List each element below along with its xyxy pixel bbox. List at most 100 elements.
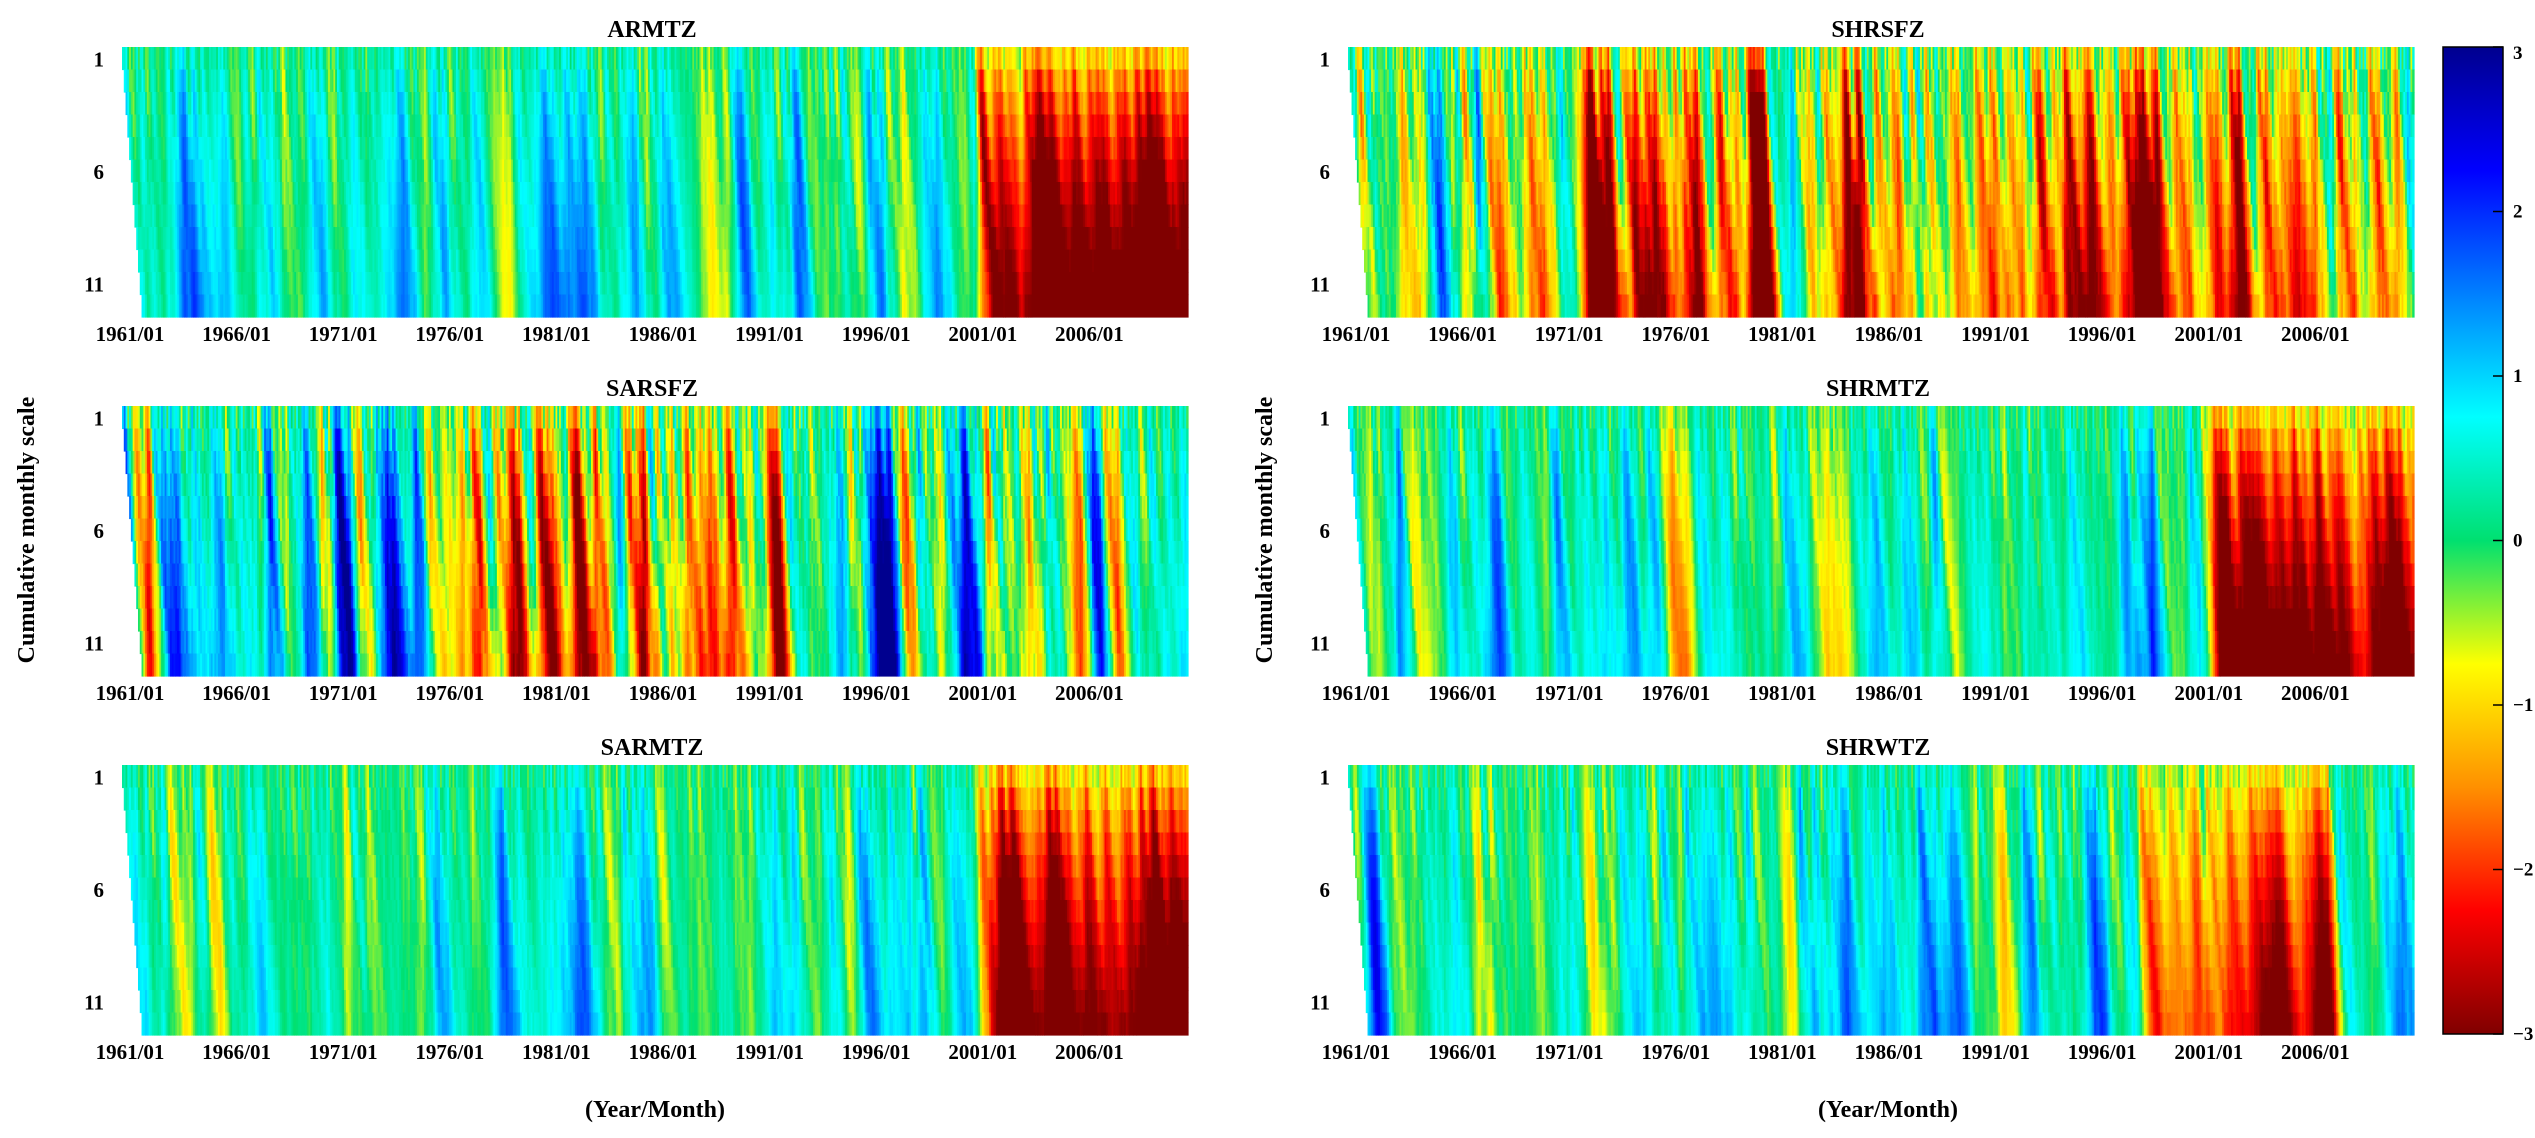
heatmap-cell [658, 69, 661, 93]
heatmap-cell [782, 47, 786, 71]
heatmap-cell [397, 92, 400, 116]
heatmap-cell [1076, 47, 1079, 71]
heatmap-cell [491, 92, 494, 116]
heatmap-cell [608, 114, 612, 138]
heatmap-cell [809, 69, 812, 93]
heatmap-cell [779, 92, 782, 116]
heatmap-cell [210, 47, 214, 71]
heatmap-cell [473, 69, 477, 93]
heatmap-cell [303, 114, 306, 138]
heatmap-cell [532, 47, 535, 71]
heatmap-cell [1141, 47, 1145, 71]
heatmap-cell [1003, 92, 1006, 116]
heatmap-cell [1074, 47, 1077, 71]
heatmap-cell [564, 114, 567, 138]
heatmap-cell [463, 69, 466, 93]
heatmap-cell [935, 92, 939, 116]
heatmap-cell [1108, 69, 1111, 93]
heatmap-cell [811, 69, 814, 93]
heatmap-cell [640, 69, 644, 93]
heatmap-cell [235, 92, 239, 116]
heatmap-cell [377, 69, 381, 93]
heatmap-cell [287, 69, 290, 93]
heatmap-cell [932, 47, 935, 71]
heatmap-cell [242, 47, 246, 71]
heatmap-cell [873, 92, 876, 116]
heatmap-cell [1095, 92, 1098, 116]
heatmap-cell [820, 69, 823, 93]
heatmap-cell [1095, 204, 1111, 228]
heatmap-cell [619, 47, 622, 71]
heatmap-cell [527, 47, 530, 71]
heatmap-cell [583, 92, 587, 116]
heatmap-cell [745, 114, 748, 138]
heatmap-cell [662, 47, 665, 71]
heatmap-cell [623, 47, 626, 71]
heatmap-cell [1140, 69, 1143, 93]
heatmap-cell [1150, 92, 1154, 116]
heatmap-cell [344, 114, 347, 138]
heatmap-cell [1143, 92, 1146, 116]
heatmap-cell [758, 92, 761, 116]
heatmap-cell [500, 69, 503, 93]
heatmap-cell [368, 47, 372, 71]
heatmap-cell [823, 69, 827, 93]
heatmap-cell [1102, 47, 1106, 71]
heatmap-cell [251, 92, 255, 116]
heatmap-cell [258, 92, 262, 116]
heatmap-cell [548, 69, 551, 93]
heatmap-cell [551, 69, 555, 93]
heatmap-cell [363, 47, 367, 71]
heatmap-cell [209, 92, 212, 116]
heatmap-cell [836, 69, 839, 93]
heatmap-cell [624, 92, 628, 116]
heatmap-cell [159, 69, 162, 93]
heatmap-cell [470, 47, 473, 71]
heatmap-cell [1045, 92, 1049, 116]
heatmap-cell [980, 47, 983, 71]
heatmap-cell [779, 47, 782, 71]
heatmap-cell [248, 114, 251, 138]
heatmap-cell [235, 47, 239, 71]
heatmap-cell [575, 114, 578, 138]
heatmap-cell [679, 69, 683, 93]
heatmap-cell [395, 114, 398, 138]
heatmap-cell [1163, 47, 1166, 71]
heatmap-cell [491, 69, 494, 93]
heatmap-cell [1051, 47, 1054, 71]
heatmap-cell [1186, 92, 1189, 116]
heatmap-cell [493, 204, 498, 228]
heatmap-cell [1074, 92, 1077, 116]
heatmap-cell [1040, 92, 1043, 116]
heatmap-cell [1177, 47, 1180, 71]
heatmap-cell [686, 47, 690, 71]
heatmap-cell [1113, 47, 1116, 71]
heatmap-cell [1052, 92, 1056, 116]
heatmap-cell [265, 47, 269, 71]
heatmap-cell [347, 114, 351, 138]
heatmap-cell [1026, 92, 1029, 116]
heatmap-cell [489, 114, 493, 138]
heatmap-cell [1042, 92, 1045, 116]
heatmap-cell [447, 92, 450, 116]
heatmap-cell [457, 47, 461, 71]
heatmap-cell [985, 92, 988, 116]
heatmap-cell [388, 92, 391, 116]
heatmap-cell [740, 47, 743, 71]
heatmap-cell [1005, 47, 1008, 71]
heatmap-cell [807, 69, 811, 93]
heatmap-cell [1134, 204, 1170, 228]
heatmap-cell [372, 204, 377, 228]
heatmap-cell [1022, 47, 1026, 71]
heatmap-cell [456, 92, 459, 116]
heatmap-cell [281, 114, 285, 138]
heatmap-cell [686, 92, 690, 116]
heatmap-cell [1180, 69, 1184, 93]
heatmap-cell [1152, 69, 1155, 93]
heatmap-cell [990, 69, 994, 93]
heatmap-cell [1072, 69, 1075, 93]
heatmap-cell [480, 69, 484, 93]
heatmap-cell [409, 114, 413, 138]
heatmap-cell [1060, 69, 1063, 93]
heatmap-cell [875, 69, 878, 93]
